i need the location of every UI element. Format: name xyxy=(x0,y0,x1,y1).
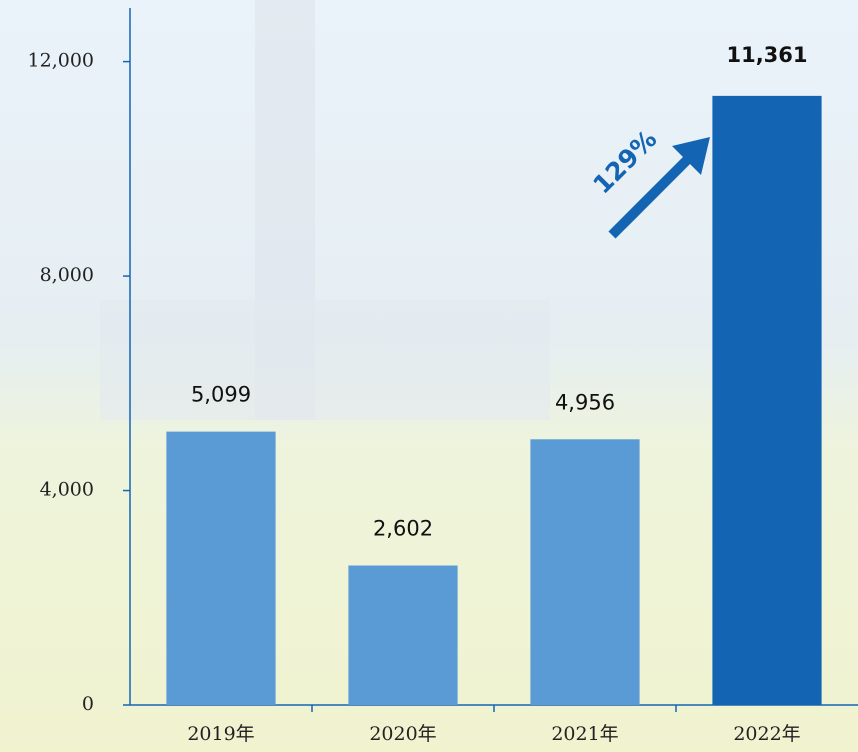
y-tick-label: 0 xyxy=(82,693,94,715)
bar xyxy=(530,439,640,705)
x-tick-label: 2021年 xyxy=(551,723,618,745)
x-tick-label: 2020年 xyxy=(369,723,436,745)
y-tick-label: 4,000 xyxy=(40,479,94,501)
bar xyxy=(712,95,822,706)
y-tick-label: 8,000 xyxy=(40,264,94,286)
growth-arrow xyxy=(608,153,694,239)
background-plant xyxy=(100,300,550,420)
value-label: 2,602 xyxy=(373,516,433,540)
value-label: 4,956 xyxy=(555,390,615,414)
growth-arrowhead xyxy=(672,137,710,175)
x-tick-label: 2022年 xyxy=(733,723,800,745)
x-tick-label: 2019年 xyxy=(187,723,254,745)
y-tick-label: 12,000 xyxy=(28,50,94,72)
value-label: 5,099 xyxy=(191,383,251,407)
value-label: 11,361 xyxy=(726,43,807,67)
bar xyxy=(348,565,458,705)
bar xyxy=(166,431,276,705)
x-band-ticks xyxy=(311,705,677,712)
